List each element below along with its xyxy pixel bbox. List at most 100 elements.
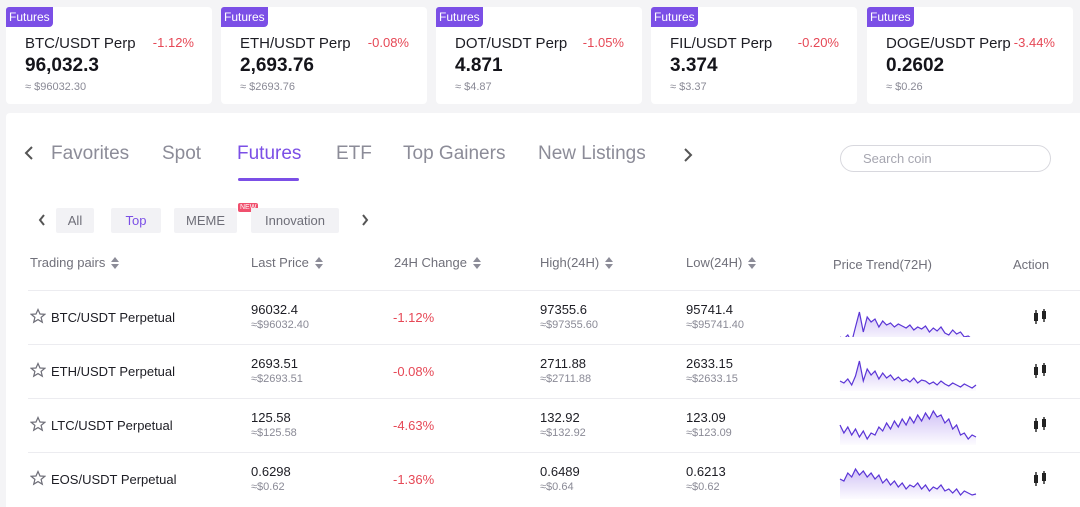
- search-input[interactable]: [840, 145, 1051, 172]
- chevron-right-icon[interactable]: [682, 146, 694, 169]
- futures-tag: Futures: [6, 7, 53, 27]
- change-value: -0.08%: [393, 364, 435, 379]
- tab-spot[interactable]: Spot: [162, 143, 202, 164]
- new-badge: NEW: [238, 203, 259, 212]
- col-high[interactable]: High(24H): [540, 255, 614, 270]
- futures-tag: Futures: [436, 7, 483, 27]
- futures-tag: Futures: [651, 7, 698, 27]
- high-usd: ≈$0.64: [540, 481, 574, 493]
- tab-top-gainers[interactable]: Top Gainers: [403, 143, 506, 164]
- chevron-left-icon[interactable]: [23, 144, 35, 167]
- ticker-pair: FIL/USDT Perp: [670, 35, 773, 52]
- ticker-cards: Futures BTC/USDT Perp -1.12% 96,032.3 ≈ …: [6, 7, 1080, 104]
- chevron-left-icon[interactable]: [37, 213, 47, 232]
- candlestick-icon[interactable]: [1031, 470, 1049, 488]
- candlestick-icon[interactable]: [1031, 362, 1049, 380]
- ticker-usd: ≈ $0.26: [886, 81, 923, 93]
- price-trend-sparkline: [839, 467, 977, 499]
- markets-panel: Favorites Spot Futures ETF Top Gainers N…: [6, 113, 1080, 507]
- high-value: 0.6489: [540, 464, 580, 479]
- ticker-price: 4.871: [455, 55, 503, 76]
- pair-name[interactable]: ETH/USDT Perpetual: [51, 364, 176, 379]
- candlestick-icon[interactable]: [1031, 416, 1049, 434]
- candlestick-icon[interactable]: [1031, 308, 1049, 326]
- last-price: 0.6298: [251, 464, 291, 479]
- chevron-right-icon[interactable]: [360, 213, 370, 232]
- ticker-change: -0.08%: [367, 35, 409, 50]
- ticker-price: 0.2602: [886, 55, 945, 76]
- low-usd: ≈$2633.15: [686, 373, 738, 385]
- category-filters: All Top MEME NEW Innovation: [6, 203, 406, 236]
- col-24h-change[interactable]: 24H Change: [394, 255, 481, 270]
- last-price-usd: ≈$0.62: [251, 481, 285, 493]
- table-header: Trading pairs Last Price 24H Change High…: [6, 253, 1080, 277]
- sparkline-line: [840, 311, 971, 337]
- filter-innovation[interactable]: Innovation: [251, 208, 339, 233]
- ticker-price: 96,032.3: [25, 55, 99, 76]
- market-tabs: Favorites Spot Futures ETF Top Gainers N…: [6, 113, 1080, 193]
- high-value: 132.92: [540, 410, 580, 425]
- ticker-card[interactable]: Futures BTC/USDT Perp -1.12% 96,032.3 ≈ …: [6, 7, 212, 104]
- pair-name[interactable]: BTC/USDT Perpetual: [51, 310, 176, 325]
- table-row[interactable]: EOS/USDT Perpetual 0.6298 ≈$0.62 -1.36% …: [28, 452, 1080, 506]
- last-price: 125.58: [251, 410, 291, 425]
- ticker-card[interactable]: Futures DOGE/USDT Perp -3.44% 0.2602 ≈ $…: [867, 7, 1073, 104]
- last-price: 2693.51: [251, 356, 298, 371]
- sparkline-area: [840, 361, 976, 391]
- futures-tag: Futures: [221, 7, 268, 27]
- ticker-card[interactable]: Futures DOT/USDT Perp -1.05% 4.871 ≈ $4.…: [436, 7, 642, 104]
- ticker-usd: ≈ $3.37: [670, 81, 707, 93]
- sort-icon[interactable]: [748, 256, 757, 269]
- sort-icon[interactable]: [473, 256, 481, 269]
- ticker-change: -1.05%: [582, 35, 624, 50]
- change-value: -1.36%: [393, 472, 435, 487]
- ticker-card[interactable]: Futures ETH/USDT Perp -0.08% 2,693.76 ≈ …: [221, 7, 427, 104]
- ticker-usd: ≈ $96032.30: [25, 81, 87, 93]
- tab-new-listings[interactable]: New Listings: [538, 143, 646, 164]
- ticker-change: -1.12%: [152, 35, 194, 50]
- high-usd: ≈$2711.88: [540, 373, 592, 385]
- active-tab-indicator: [238, 178, 299, 181]
- ticker-pair: BTC/USDT Perp: [25, 35, 136, 52]
- ticker-pair: ETH/USDT Perp: [240, 35, 351, 52]
- low-usd: ≈$0.62: [686, 481, 720, 493]
- table-row[interactable]: ETH/USDT Perpetual 2693.51 ≈$2693.51 -0.…: [28, 344, 1080, 398]
- filter-meme[interactable]: MEME: [174, 208, 237, 233]
- star-icon[interactable]: [30, 416, 46, 432]
- tab-etf[interactable]: ETF: [336, 143, 372, 164]
- star-icon[interactable]: [30, 470, 46, 486]
- sort-icon[interactable]: [111, 256, 120, 269]
- high-value: 97355.6: [540, 302, 587, 317]
- change-value: -4.63%: [393, 418, 435, 433]
- filter-top[interactable]: Top: [111, 208, 161, 233]
- last-price-usd: ≈$125.58: [251, 427, 297, 439]
- price-trend-sparkline: [839, 409, 977, 445]
- price-trend-sparkline: [839, 360, 977, 391]
- tab-favorites[interactable]: Favorites: [51, 143, 130, 164]
- table-row[interactable]: BTC/USDT Perpetual 96032.4 ≈$96032.40 -1…: [28, 290, 1080, 344]
- col-last-price[interactable]: Last Price: [251, 255, 323, 270]
- star-icon[interactable]: [30, 362, 46, 378]
- sparkline-line: [839, 409, 977, 441]
- table-row[interactable]: LTC/USDT Perpetual 125.58 ≈$125.58 -4.63…: [28, 398, 1080, 452]
- sort-icon[interactable]: [605, 256, 614, 269]
- low-usd: ≈$123.09: [686, 427, 732, 439]
- sparkline-area: [840, 469, 976, 499]
- filter-all[interactable]: All: [56, 208, 94, 233]
- low-usd: ≈$95741.40: [686, 319, 745, 331]
- sparkline-line: [839, 467, 977, 496]
- ticker-pair: DOT/USDT Perp: [455, 35, 568, 52]
- sort-icon[interactable]: [314, 256, 323, 269]
- pair-name[interactable]: LTC/USDT Perpetual: [51, 418, 173, 433]
- col-trading-pairs[interactable]: Trading pairs: [30, 255, 120, 270]
- ticker-card[interactable]: Futures FIL/USDT Perp -0.20% 3.374 ≈ $3.…: [651, 7, 857, 104]
- star-icon[interactable]: [30, 308, 46, 324]
- col-action: Action: [1013, 257, 1050, 272]
- sparkline-area: [840, 312, 976, 337]
- pair-name[interactable]: EOS/USDT Perpetual: [51, 472, 177, 487]
- ticker-price: 2,693.76: [240, 55, 314, 76]
- high-value: 2711.88: [540, 356, 587, 371]
- tab-futures[interactable]: Futures: [237, 143, 302, 164]
- col-low[interactable]: Low(24H): [686, 255, 757, 270]
- change-value: -1.12%: [393, 310, 435, 325]
